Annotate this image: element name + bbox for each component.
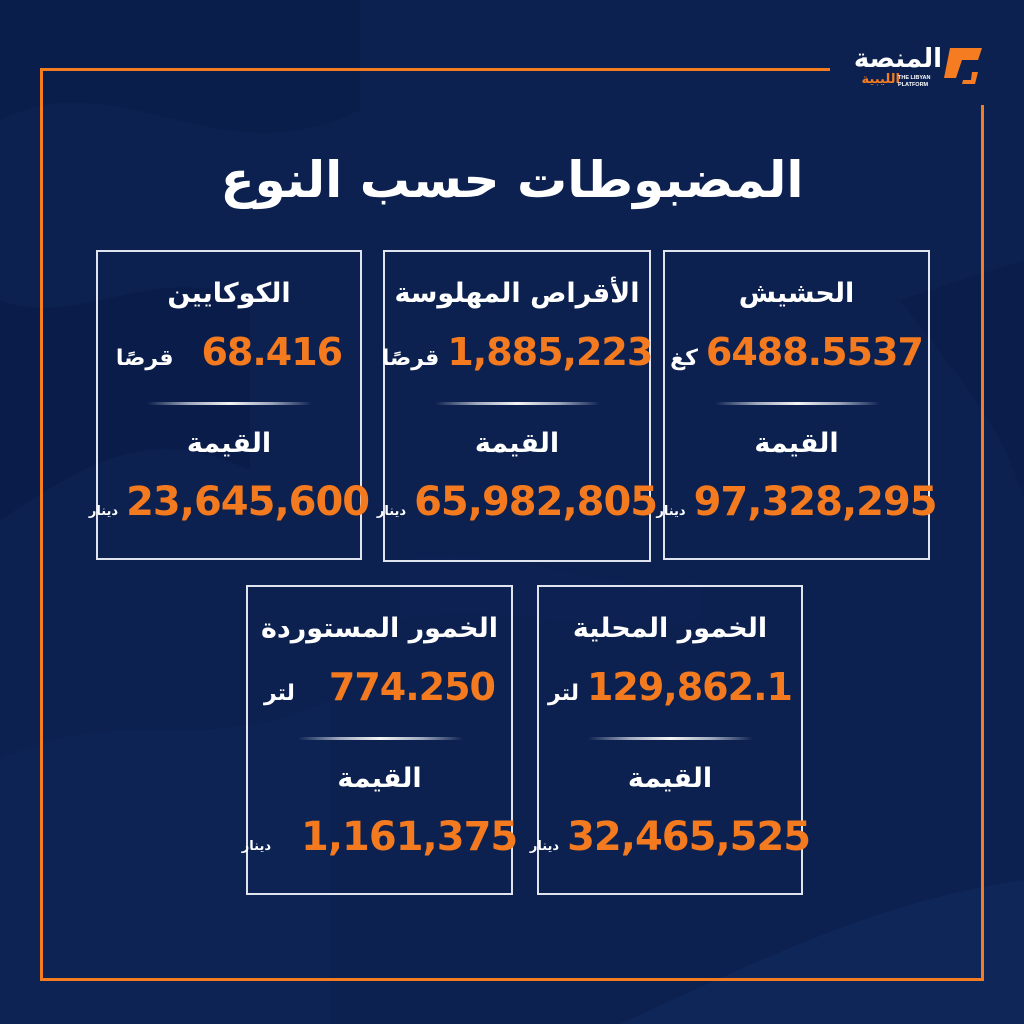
seizure-card-imported-alcohol: الخمور المستوردة لتر 774.250 القيمة دينا… [242, 585, 518, 895]
seizure-card-cocaine: الكوكايين قرصًا 68.416 القيمة دينار 23,6… [89, 250, 370, 560]
currency-unit: دينار [529, 839, 560, 854]
monetary-value: 97,328,295 [693, 479, 938, 525]
divider [714, 402, 880, 405]
quantity-row: لتر 129,862.1 [539, 665, 801, 709]
quantity-value: 1,885,223 [447, 330, 653, 374]
value-row: دينار 65,982,805 [377, 479, 658, 525]
currency-unit: دينار [656, 504, 686, 519]
card-title: الحشيش [738, 278, 855, 309]
value-label: القيمة [186, 428, 272, 459]
monetary-value: 65,982,805 [414, 479, 658, 525]
value-label: القيمة [754, 428, 839, 459]
frame-top-border [40, 68, 830, 71]
logo-english-line2: PLATFORM [898, 81, 929, 88]
brand-logo: المنصة الليبية THE LIBYAN PLATFORM [838, 44, 988, 96]
frame-right-border [981, 105, 984, 981]
divider [588, 737, 753, 740]
currency-unit: دينار [88, 504, 119, 519]
divider [147, 402, 312, 405]
quantity-row: قرصًا 1,885,223 [381, 330, 654, 374]
card-title: الأقراص المهلوسة [394, 278, 640, 309]
quantity-unit: قرصًا [381, 346, 440, 371]
logo-mark-icon [942, 46, 986, 96]
value-label: القيمة [474, 428, 560, 459]
quantity-unit: لتر [263, 681, 295, 706]
quantity-value: 774.250 [328, 665, 496, 709]
quantity-unit: قرصًا [115, 346, 174, 371]
quantity-value: 129,862.1 [586, 665, 793, 709]
currency-unit: دينار [241, 839, 272, 854]
card-title: الكوكايين [167, 278, 291, 309]
logo-arabic-main: المنصة [853, 44, 943, 74]
page-title: المضبوطات حسب النوع [220, 151, 804, 209]
monetary-value: 32,465,525 [567, 814, 811, 860]
value-label: القيمة [337, 763, 422, 794]
quantity-row: كغ 6488.5537 [665, 330, 928, 374]
monetary-value: 23,645,600 [126, 479, 370, 525]
quantity-value: 68.416 [201, 330, 343, 374]
seizure-card-hashish: الحشيش كغ 6488.5537 القيمة دينار 97,328,… [656, 250, 938, 560]
value-label: القيمة [627, 763, 713, 794]
seizure-card-local-alcohol: الخمور المحلية لتر 129,862.1 القيمة دينا… [530, 585, 811, 895]
quantity-row: لتر 774.250 [248, 665, 511, 709]
frame-left-border [40, 68, 43, 981]
card-title: الخمور المحلية [572, 613, 768, 644]
logo-english: THE LIBYAN PLATFORM [898, 75, 942, 88]
quantity-value: 6488.5537 [705, 330, 924, 374]
currency-unit: دينار [376, 504, 407, 519]
divider [435, 402, 600, 405]
quantity-row: قرصًا 68.416 [98, 330, 360, 374]
value-row: دينار 97,328,295 [656, 479, 937, 525]
quantity-unit: لتر [548, 681, 579, 706]
seizure-card-pills: الأقراص المهلوسة قرصًا 1,885,223 القيمة … [377, 250, 658, 562]
quantity-unit: كغ [670, 346, 698, 371]
logo-arabic-sub: الليبية [861, 72, 900, 87]
monetary-value: 1,161,375 [301, 814, 518, 860]
card-title: الخمور المستوردة [260, 613, 499, 644]
frame-bottom-border [40, 978, 984, 981]
logo-english-line1: THE LIBYAN [898, 75, 931, 81]
value-row: دينار 23,645,600 [89, 479, 370, 525]
value-row: دينار 1,161,375 [242, 814, 518, 860]
divider [297, 737, 463, 740]
value-row: دينار 32,465,525 [530, 814, 811, 860]
